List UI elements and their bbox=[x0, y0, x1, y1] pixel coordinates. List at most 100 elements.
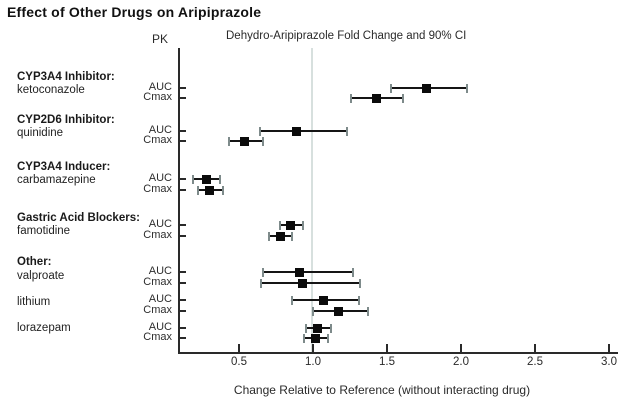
group-header: Other: bbox=[17, 256, 52, 268]
ci-cap-high bbox=[359, 278, 362, 288]
point-marker bbox=[318, 295, 328, 305]
ci-line bbox=[261, 282, 361, 284]
ci-cap-low bbox=[303, 333, 306, 343]
x-axis-line bbox=[178, 352, 618, 354]
drug-label: famotidine bbox=[17, 225, 71, 237]
y-axis-tick bbox=[179, 224, 186, 226]
y-axis-line bbox=[178, 48, 180, 352]
point-marker bbox=[275, 231, 285, 241]
drug-label: carbamazepine bbox=[17, 174, 96, 186]
pk-row-label: Cmax bbox=[143, 276, 172, 288]
chart-title: Dehydro-Aripiprazole Fold Change and 90%… bbox=[226, 30, 467, 42]
point-marker bbox=[312, 323, 322, 333]
ci-cap-low bbox=[390, 83, 393, 93]
x-axis-tick-label: 3.0 bbox=[601, 356, 617, 368]
pk-row-label: Cmax bbox=[143, 331, 172, 343]
ci-cap-high bbox=[402, 93, 405, 103]
point-marker bbox=[311, 333, 321, 343]
pk-column-header: PK bbox=[152, 32, 169, 46]
pk-row-label: AUC bbox=[148, 124, 172, 136]
ci-cap-high bbox=[301, 220, 304, 230]
y-axis-tick bbox=[179, 299, 186, 301]
ci-cap-high bbox=[329, 323, 332, 333]
drug-label: lorazepam bbox=[17, 322, 71, 334]
point-marker bbox=[298, 278, 308, 288]
ci-cap-high bbox=[261, 136, 264, 146]
pk-row-label: Cmax bbox=[143, 229, 172, 241]
y-axis-tick bbox=[179, 189, 186, 191]
drug-label: valproate bbox=[17, 270, 65, 282]
x-axis-tick bbox=[386, 344, 388, 352]
pk-row-label: Cmax bbox=[143, 91, 172, 103]
x-axis-tick-label: 2.0 bbox=[453, 356, 469, 368]
pk-row-label: AUC bbox=[148, 218, 172, 230]
drug-label: ketoconazole bbox=[17, 84, 85, 96]
y-axis-tick bbox=[179, 337, 186, 339]
ci-cap-low bbox=[291, 295, 294, 305]
ci-cap-high bbox=[366, 306, 369, 316]
y-axis-tick bbox=[179, 178, 186, 180]
x-axis-tick-label: 2.5 bbox=[527, 356, 543, 368]
point-marker bbox=[286, 220, 296, 230]
pk-row-label: Cmax bbox=[143, 304, 172, 316]
y-axis-tick bbox=[179, 140, 186, 142]
y-axis-tick bbox=[179, 327, 186, 329]
point-marker bbox=[201, 174, 211, 184]
pk-row-label: AUC bbox=[148, 81, 172, 93]
x-axis-tick-label: 0.5 bbox=[231, 356, 247, 368]
ci-cap-low bbox=[261, 267, 264, 277]
ci-cap-low bbox=[350, 93, 353, 103]
ci-cap-low bbox=[260, 278, 263, 288]
ci-cap-low bbox=[304, 323, 307, 333]
ci-cap-low bbox=[258, 126, 261, 136]
ci-cap-high bbox=[357, 295, 360, 305]
x-axis-label: Change Relative to Reference (without in… bbox=[233, 383, 531, 397]
reference-line bbox=[311, 48, 313, 352]
x-axis-tick bbox=[312, 344, 314, 352]
ci-cap-high bbox=[326, 333, 329, 343]
ci-cap-low bbox=[192, 174, 195, 184]
ci-cap-low bbox=[267, 231, 270, 241]
ci-cap-high bbox=[465, 83, 468, 93]
ci-cap-low bbox=[227, 136, 230, 146]
x-axis-tick bbox=[238, 344, 240, 352]
page-title: Effect of Other Drugs on Aripiprazole bbox=[7, 4, 262, 20]
y-axis-tick bbox=[179, 282, 186, 284]
ci-cap-high bbox=[218, 174, 221, 184]
pk-row-label: AUC bbox=[148, 293, 172, 305]
ci-cap-high bbox=[221, 185, 224, 195]
x-axis-tick-label: 1.0 bbox=[305, 356, 321, 368]
ci-cap-high bbox=[351, 267, 354, 277]
ci-line bbox=[259, 130, 348, 132]
group-header: CYP2D6 Inhibitor: bbox=[17, 114, 115, 126]
drug-label: quinidine bbox=[17, 127, 64, 139]
point-marker bbox=[333, 306, 343, 316]
ci-cap-low bbox=[196, 185, 199, 195]
ci-cap-high bbox=[291, 231, 294, 241]
x-axis-tick-label: 1.5 bbox=[379, 356, 395, 368]
point-marker bbox=[422, 83, 432, 93]
y-axis-tick bbox=[179, 310, 186, 312]
ci-cap-low bbox=[312, 306, 314, 316]
pk-row-label: AUC bbox=[148, 321, 172, 333]
pk-row-label: Cmax bbox=[143, 134, 172, 146]
y-axis-tick bbox=[179, 130, 186, 132]
point-marker bbox=[240, 136, 250, 146]
point-marker bbox=[292, 126, 302, 136]
pk-row-label: AUC bbox=[148, 172, 172, 184]
y-axis-tick bbox=[179, 97, 186, 99]
point-marker bbox=[204, 185, 214, 195]
x-axis-tick bbox=[534, 344, 536, 352]
pk-row-label: AUC bbox=[148, 265, 172, 277]
ci-cap-high bbox=[346, 126, 349, 136]
group-header: Gastric Acid Blockers: bbox=[17, 212, 140, 224]
y-axis-tick bbox=[179, 235, 186, 237]
ci-line bbox=[262, 271, 353, 273]
ci-cap-low bbox=[279, 220, 282, 230]
x-axis-tick bbox=[460, 344, 462, 352]
x-axis-tick bbox=[608, 344, 610, 352]
group-header: CYP3A4 Inhibitor: bbox=[17, 71, 115, 83]
drug-label: lithium bbox=[17, 296, 51, 308]
point-marker bbox=[372, 93, 382, 103]
